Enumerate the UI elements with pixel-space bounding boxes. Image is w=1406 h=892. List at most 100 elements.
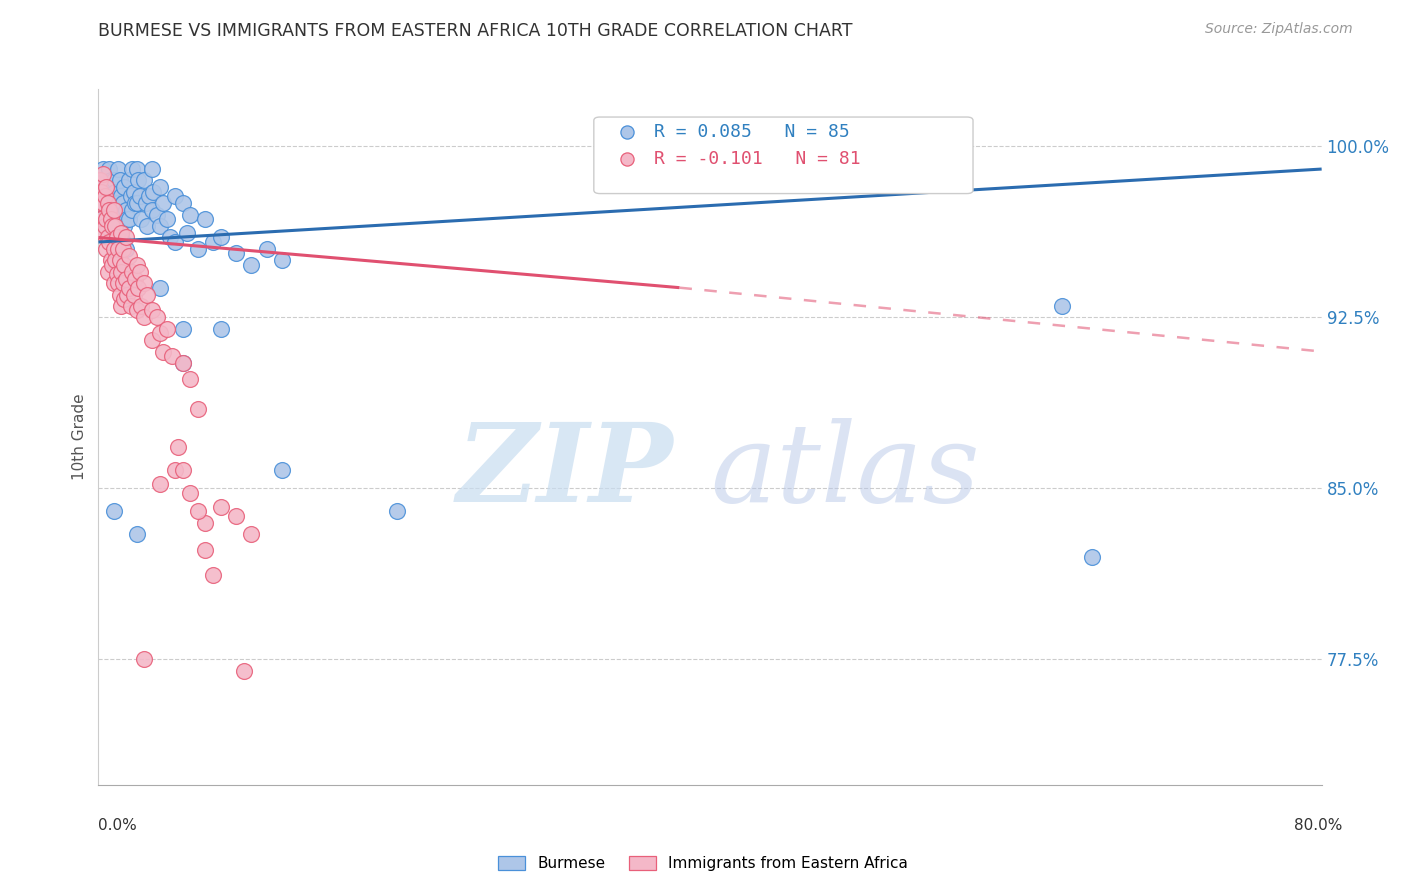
Point: [111, 196, 134, 211]
Point: [194, 543, 217, 558]
Y-axis label: 10th Grade: 10th Grade: [72, 393, 87, 481]
Point: [156, 322, 179, 336]
Point: [115, 242, 138, 256]
Point: [141, 162, 163, 177]
Point: [117, 287, 139, 301]
Point: [256, 242, 278, 256]
Point: [121, 265, 143, 279]
Point: [176, 226, 198, 240]
Point: [270, 463, 292, 477]
Point: [135, 196, 157, 211]
Point: [90, 173, 112, 187]
Point: [118, 173, 141, 187]
Point: [107, 196, 129, 211]
Point: [94, 180, 117, 194]
Point: [107, 230, 129, 244]
Point: [104, 219, 127, 233]
Text: R = 0.085   N = 85: R = 0.085 N = 85: [654, 123, 849, 141]
Point: [124, 196, 146, 211]
Point: [202, 235, 225, 249]
Point: [149, 280, 172, 294]
Point: [134, 276, 156, 290]
Point: [111, 242, 134, 256]
Point: [115, 230, 138, 244]
Point: [270, 253, 292, 268]
Point: [1050, 299, 1073, 313]
Point: [127, 280, 149, 294]
Point: [145, 310, 167, 325]
Point: [105, 196, 128, 211]
Point: [125, 303, 148, 318]
Point: [194, 212, 217, 227]
Point: [134, 173, 156, 187]
Point: [1081, 549, 1104, 564]
Point: [138, 189, 160, 203]
Point: [163, 189, 186, 203]
Text: atlas: atlas: [710, 418, 980, 525]
Point: [89, 196, 111, 211]
Point: [93, 196, 115, 211]
Point: [108, 287, 131, 301]
Point: [107, 242, 129, 256]
Point: [225, 508, 247, 523]
Point: [141, 333, 163, 347]
Point: [187, 504, 209, 518]
Point: [91, 162, 114, 177]
Point: [124, 271, 146, 285]
Point: [107, 162, 129, 177]
Point: [100, 253, 122, 268]
Point: [128, 189, 150, 203]
Point: [112, 180, 135, 194]
Point: [149, 476, 172, 491]
Point: [98, 203, 121, 218]
Point: [149, 326, 172, 341]
Point: [100, 208, 122, 222]
Point: [122, 287, 145, 301]
Point: [202, 568, 225, 582]
Point: [115, 271, 138, 285]
Point: [172, 463, 194, 477]
Point: [98, 196, 121, 211]
Point: [225, 246, 247, 260]
Point: [134, 310, 156, 325]
Point: [141, 303, 163, 318]
Point: [112, 219, 135, 233]
Point: [121, 203, 143, 218]
Point: [118, 212, 141, 227]
Point: [98, 235, 121, 249]
Point: [108, 253, 131, 268]
Point: [179, 486, 201, 500]
Point: [232, 664, 254, 678]
Point: [240, 258, 263, 272]
Point: [112, 292, 135, 306]
Point: [129, 212, 152, 227]
Point: [91, 208, 114, 222]
Text: ZIP: ZIP: [457, 418, 673, 525]
Point: [141, 203, 163, 218]
Point: [145, 208, 167, 222]
Point: [98, 162, 121, 177]
Point: [120, 189, 142, 203]
Point: [748, 280, 770, 294]
Point: [187, 242, 209, 256]
Point: [110, 189, 132, 203]
Point: [91, 226, 114, 240]
Point: [104, 185, 127, 199]
Point: [118, 249, 141, 263]
Point: [89, 173, 111, 187]
Point: [115, 203, 138, 218]
Point: [103, 173, 125, 187]
Point: [101, 189, 124, 203]
Point: [94, 212, 117, 227]
Point: [103, 504, 125, 518]
Point: [136, 219, 159, 233]
Point: [134, 652, 156, 666]
Point: [111, 276, 134, 290]
Point: [209, 500, 232, 514]
Point: [129, 299, 152, 313]
Point: [112, 258, 135, 272]
Point: [152, 196, 174, 211]
Point: [172, 356, 194, 370]
Point: [385, 504, 408, 518]
Point: [108, 173, 131, 187]
